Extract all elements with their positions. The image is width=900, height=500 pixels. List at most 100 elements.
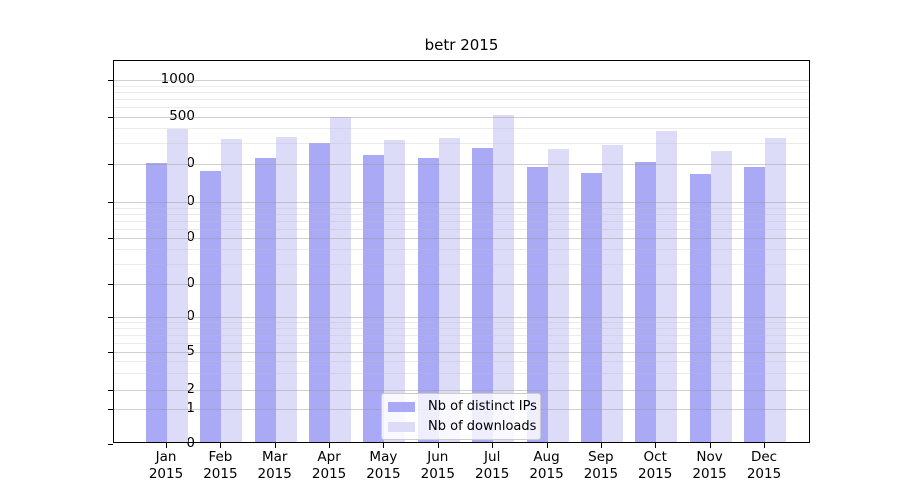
gridline-7 — [114, 335, 809, 336]
x-tick-label-oct: Oct 2015 — [638, 449, 673, 482]
gridline-40 — [114, 249, 809, 251]
gridline-50 — [114, 238, 809, 239]
gridline-400 — [114, 128, 809, 130]
gridline-30 — [114, 263, 809, 265]
x-tick-mark-dec — [764, 443, 765, 448]
bar-downloads-dec — [765, 137, 786, 442]
bar-downloads-aug — [547, 149, 569, 442]
x-tick-mark-aug — [546, 443, 548, 448]
y-tick-mark-20 — [108, 284, 113, 285]
bar-distinct-ips-aug — [526, 166, 548, 442]
x-tick-label-jul: Jul 2015 — [475, 449, 510, 482]
bar-downloads-sep — [601, 145, 623, 442]
y-tick-mark-100 — [108, 202, 113, 203]
bar-downloads-nov — [710, 151, 732, 442]
bar-distinct-ips-dec — [744, 166, 765, 442]
bar-distinct-ips-mar — [254, 158, 276, 442]
y-tick-label-5: 5 — [186, 343, 195, 359]
legend-swatch-distinct-ips — [388, 401, 415, 412]
y-tick-mark-200 — [108, 164, 113, 165]
x-tick-label-may: May 2015 — [366, 449, 401, 482]
gridline-600 — [114, 107, 809, 109]
bar-distinct-ips-jun — [417, 158, 439, 442]
gridline-10 — [114, 317, 809, 318]
x-tick-mark-apr — [329, 443, 331, 448]
x-tick-mark-may — [383, 443, 385, 448]
bar-distinct-ips-nov — [689, 173, 711, 442]
legend-item-downloads: Nb of downloads — [388, 419, 537, 434]
x-tick-mark-jun — [437, 443, 439, 448]
bar-downloads-jul — [493, 115, 515, 442]
x-tick-label-sep: Sep 2015 — [583, 449, 619, 482]
y-tick-mark-0 — [108, 444, 113, 445]
y-tick-mark-5 — [108, 352, 113, 353]
x-tick-label-nov: Nov 2015 — [692, 449, 727, 482]
bar-distinct-ips-oct — [635, 162, 657, 442]
y-tick-mark-50 — [108, 238, 113, 239]
x-tick-label-aug: Aug 2015 — [529, 449, 564, 482]
y-tick-label-2: 2 — [186, 381, 195, 397]
x-tick-label-jan: Jan 2015 — [148, 449, 184, 482]
gridline-900 — [114, 85, 809, 87]
bar-downloads-mar — [275, 136, 297, 442]
bar-distinct-ips-jan — [146, 163, 167, 442]
gridline-1000 — [114, 80, 809, 81]
plot-area: Nb of distinct IPs Nb of downloads — [108, 60, 810, 445]
gridline-700 — [114, 99, 809, 100]
y-tick-label-0: 0 — [186, 435, 195, 451]
gridline-6 — [114, 342, 809, 344]
bar-downloads-apr — [330, 116, 352, 442]
bar-distinct-ips-jul — [472, 147, 494, 442]
bar-distinct-ips-may — [363, 154, 385, 442]
y-tick-label-1000: 1000 — [160, 71, 195, 87]
gridline-9 — [114, 322, 809, 324]
bar-distinct-ips-feb — [200, 170, 222, 442]
x-tick-mark-nov — [709, 443, 711, 448]
bar-downloads-feb — [221, 139, 243, 442]
gridline-70 — [114, 220, 809, 222]
gridline-60 — [114, 228, 809, 230]
chart-title: betr 2015 — [424, 36, 499, 54]
gridline-90 — [114, 207, 809, 209]
legend-swatch-downloads — [388, 421, 415, 432]
y-tick-mark-10 — [108, 317, 113, 318]
x-tick-label-dec: Dec 2015 — [746, 449, 782, 482]
x-tick-label-jun: Jun 2015 — [420, 449, 455, 482]
x-tick-mark-feb — [220, 443, 222, 448]
x-tick-mark-jul — [492, 443, 494, 448]
bar-downloads-may — [384, 140, 406, 442]
x-tick-mark-oct — [655, 443, 657, 448]
x-tick-mark-jan — [166, 443, 167, 448]
gridline-3 — [114, 373, 809, 375]
y-tick-mark-500 — [108, 117, 113, 118]
y-tick-mark-1000 — [108, 80, 113, 81]
gridline-80 — [114, 213, 809, 215]
legend-label-downloads: Nb of downloads — [428, 419, 537, 434]
y-tick-mark-2 — [108, 390, 113, 391]
gridline-500 — [114, 117, 809, 118]
gridline-800 — [114, 91, 809, 93]
y-tick-label-1: 1 — [186, 400, 195, 416]
gridline-300 — [114, 143, 809, 145]
y-tick-label-500: 500 — [169, 108, 195, 124]
x-tick-mark-sep — [600, 443, 602, 448]
gridline-200 — [114, 164, 809, 165]
gridline-100 — [114, 202, 809, 203]
bar-downloads-jan — [167, 128, 188, 442]
legend-label-distinct-ips: Nb of distinct IPs — [428, 399, 537, 414]
bar-downloads-oct — [656, 131, 678, 442]
legend-item-distinct-ips: Nb of distinct IPs — [388, 399, 537, 414]
gridline-4 — [114, 361, 809, 363]
gridline-5 — [114, 352, 809, 353]
gridline-8 — [114, 328, 809, 330]
bar-downloads-jun — [438, 137, 460, 442]
gridline-20 — [114, 284, 809, 285]
bar-distinct-ips-apr — [309, 142, 331, 442]
bar-distinct-ips-sep — [580, 172, 602, 442]
y-tick-mark-1 — [108, 409, 113, 410]
legend: Nb of distinct IPs Nb of downloads — [381, 393, 541, 440]
x-tick-label-apr: Apr 2015 — [311, 449, 347, 482]
gridline-2 — [114, 390, 809, 391]
x-tick-label-feb: Feb 2015 — [203, 449, 238, 482]
